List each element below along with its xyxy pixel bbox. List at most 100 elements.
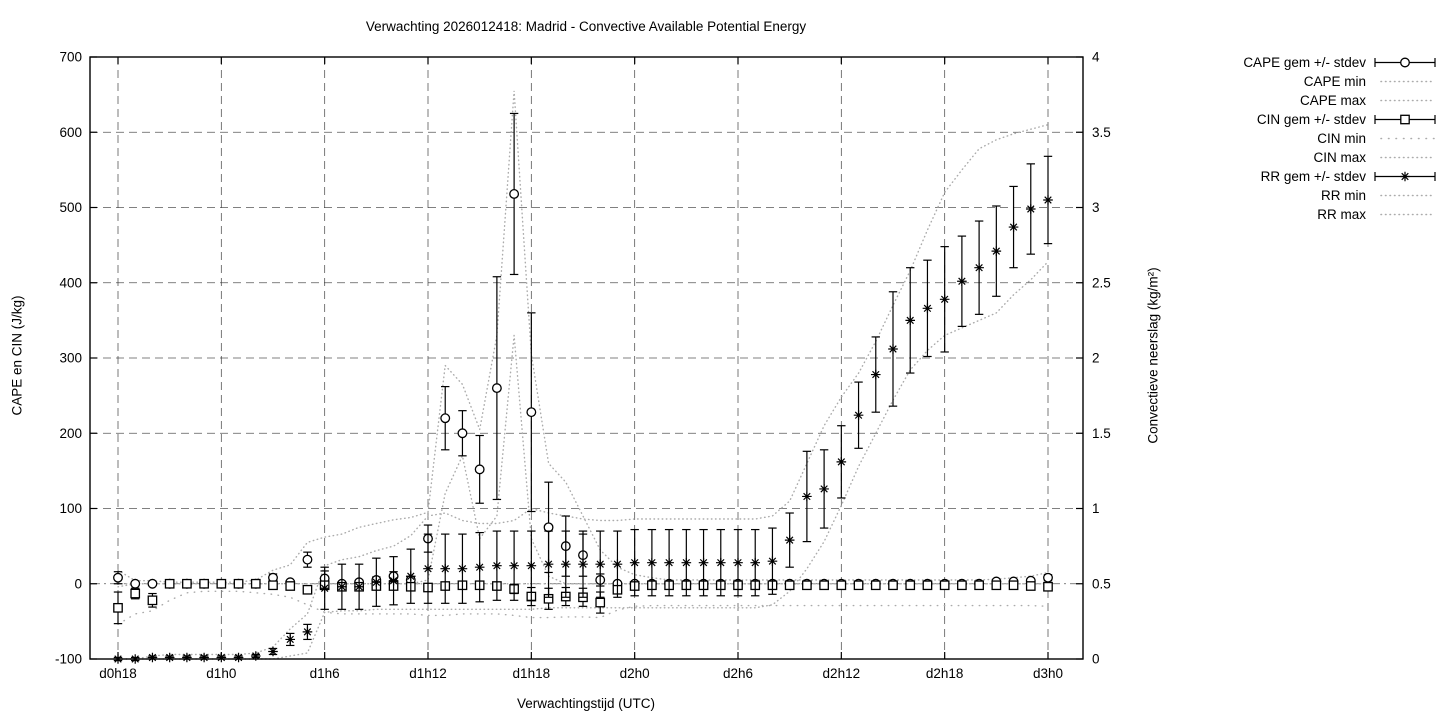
y-left-tick-label: 400 <box>59 275 82 290</box>
y-left-tick-label: 100 <box>59 501 82 516</box>
cin-mean-point <box>595 597 606 608</box>
cape-mean-errorbar-sample-icon <box>1374 57 1436 68</box>
rr-mean-point <box>647 557 657 568</box>
rr-mean-point <box>268 646 278 657</box>
cin-mean-point <box>268 580 278 591</box>
cape-mean-point <box>440 413 451 424</box>
cin-mean-point <box>888 580 898 591</box>
legend-label: RR min <box>1320 188 1366 203</box>
cape-max-dotted-sample-icon <box>1380 99 1436 102</box>
y-right-tick-label: 3.5 <box>1092 125 1111 140</box>
cin-mean-point <box>974 580 984 591</box>
chart-legend: CAPE gem +/- stdev CAPE min CAPE max CIN… <box>1243 53 1437 224</box>
rr-mean-point <box>681 557 692 568</box>
cape-mean-point <box>130 578 141 589</box>
cin-mean-point <box>250 578 261 589</box>
x-tick-label: d2h6 <box>723 666 753 681</box>
cape-mean-point <box>302 554 313 565</box>
legend-label: RR max <box>1317 207 1366 222</box>
rr-mean-point <box>354 581 364 592</box>
rr-mean-point <box>388 575 399 586</box>
cin-mean-point <box>302 584 313 595</box>
y-left-tick-label: 0 <box>74 576 82 591</box>
legend-item-cape-max: CAPE max <box>1243 91 1437 110</box>
cape-max-curve <box>117 90 1049 583</box>
cape-mean-point <box>474 464 485 475</box>
y-right-tick-label: 1.5 <box>1092 426 1111 441</box>
rr-mean-point <box>457 563 468 574</box>
y-right-tick-label: 4 <box>1092 50 1100 65</box>
cin-mean-point <box>836 580 847 591</box>
y-left-tick-label: 700 <box>59 50 82 65</box>
rr-mean-point <box>750 557 761 568</box>
y-right-tick-label: 3 <box>1092 200 1100 215</box>
rr-mean-point <box>319 583 330 594</box>
rr-mean-point <box>733 557 743 568</box>
rr-mean-point <box>337 581 347 592</box>
rr-mean-point <box>612 559 623 569</box>
x-tick-label: d2h0 <box>620 666 650 681</box>
x-tick-label: d1h12 <box>409 666 447 681</box>
axis-tick-marks <box>90 56 1083 660</box>
y-left-tick-labels: 700 600 500 400 300 200 100 0 -100 <box>55 50 82 667</box>
cape-mean-point <box>113 572 123 583</box>
cin-mean-point <box>130 588 141 599</box>
rr-mean-point <box>664 557 674 568</box>
legend-label: CIN max <box>1313 150 1366 165</box>
rr-mean-point <box>250 651 261 661</box>
rr-mean-point <box>199 652 209 663</box>
rr-mean-point <box>853 410 864 420</box>
rr-mean-point <box>974 262 984 273</box>
rr-mean-point <box>1025 204 1036 214</box>
y-right-tick-label: 1 <box>1092 501 1100 516</box>
y-axis-right-label: Convectieve neerslag (kg/m²) <box>1145 267 1161 444</box>
x-tick-label: d1h0 <box>206 666 236 681</box>
legend-label: CIN min <box>1317 131 1366 146</box>
cin-mean-point <box>853 580 864 591</box>
cin-mean-point <box>905 580 916 591</box>
x-tick-label: d0h18 <box>99 666 137 681</box>
cape-mean-point <box>526 407 537 418</box>
cin-mean-point <box>870 580 881 591</box>
legend-label: CAPE gem +/- stdev <box>1243 55 1366 70</box>
rr-mean-point <box>543 559 554 569</box>
y-axis-left-label: CAPE en CIN (J/kg) <box>9 295 25 416</box>
rr-mean-point <box>802 491 812 502</box>
rr-mean-point <box>509 560 519 571</box>
rr-mean-point <box>302 627 313 637</box>
rr-mean-point <box>715 557 726 568</box>
cin-mean-point <box>182 578 192 589</box>
rr-mean-point <box>474 562 485 572</box>
y-right-tick-label: 0.5 <box>1092 576 1111 591</box>
rr-mean-point <box>888 344 898 354</box>
rr-mean-point <box>371 577 382 588</box>
cin-mean-point <box>991 580 1002 591</box>
cin-max-dotted-sample-icon <box>1380 156 1436 159</box>
x-tick-label: d2h12 <box>823 666 861 681</box>
rr-mean-point <box>905 315 916 326</box>
chart-title: Verwachting 2026012418: Madrid - Convect… <box>365 19 807 34</box>
y-left-tick-label: 300 <box>59 351 82 366</box>
rr-mean-point <box>991 246 1002 256</box>
legend-item-rr-max: RR max <box>1243 205 1437 224</box>
rr-mean-point <box>784 535 795 545</box>
rr-mean-point <box>578 559 588 569</box>
cape-mean-point <box>509 189 520 199</box>
cin-mean-point <box>1043 581 1053 592</box>
cin-mean-errorbar-sample-icon <box>1374 114 1436 125</box>
x-tick-label: d1h6 <box>310 666 340 681</box>
rr-mean-point <box>147 652 158 663</box>
cin-mean-point <box>819 580 829 591</box>
cape-mean-point <box>1043 572 1053 583</box>
cin-mean-point <box>147 595 158 606</box>
cape-mean-point <box>491 383 502 394</box>
rr-mean-point <box>1008 222 1019 232</box>
cin-min-dotted-sample-icon <box>1380 137 1436 140</box>
rr-mean-point <box>836 457 847 467</box>
rr-mean-point <box>957 276 967 287</box>
x-tick-labels: d0h18 d1h0 d1h6 d1h12 d1h18 d2h0 d2h6 d2h12 d2h1… <box>99 666 1063 681</box>
rr-mean-errorbar-sample-icon <box>1374 171 1436 182</box>
rr-mean-point <box>629 557 640 568</box>
